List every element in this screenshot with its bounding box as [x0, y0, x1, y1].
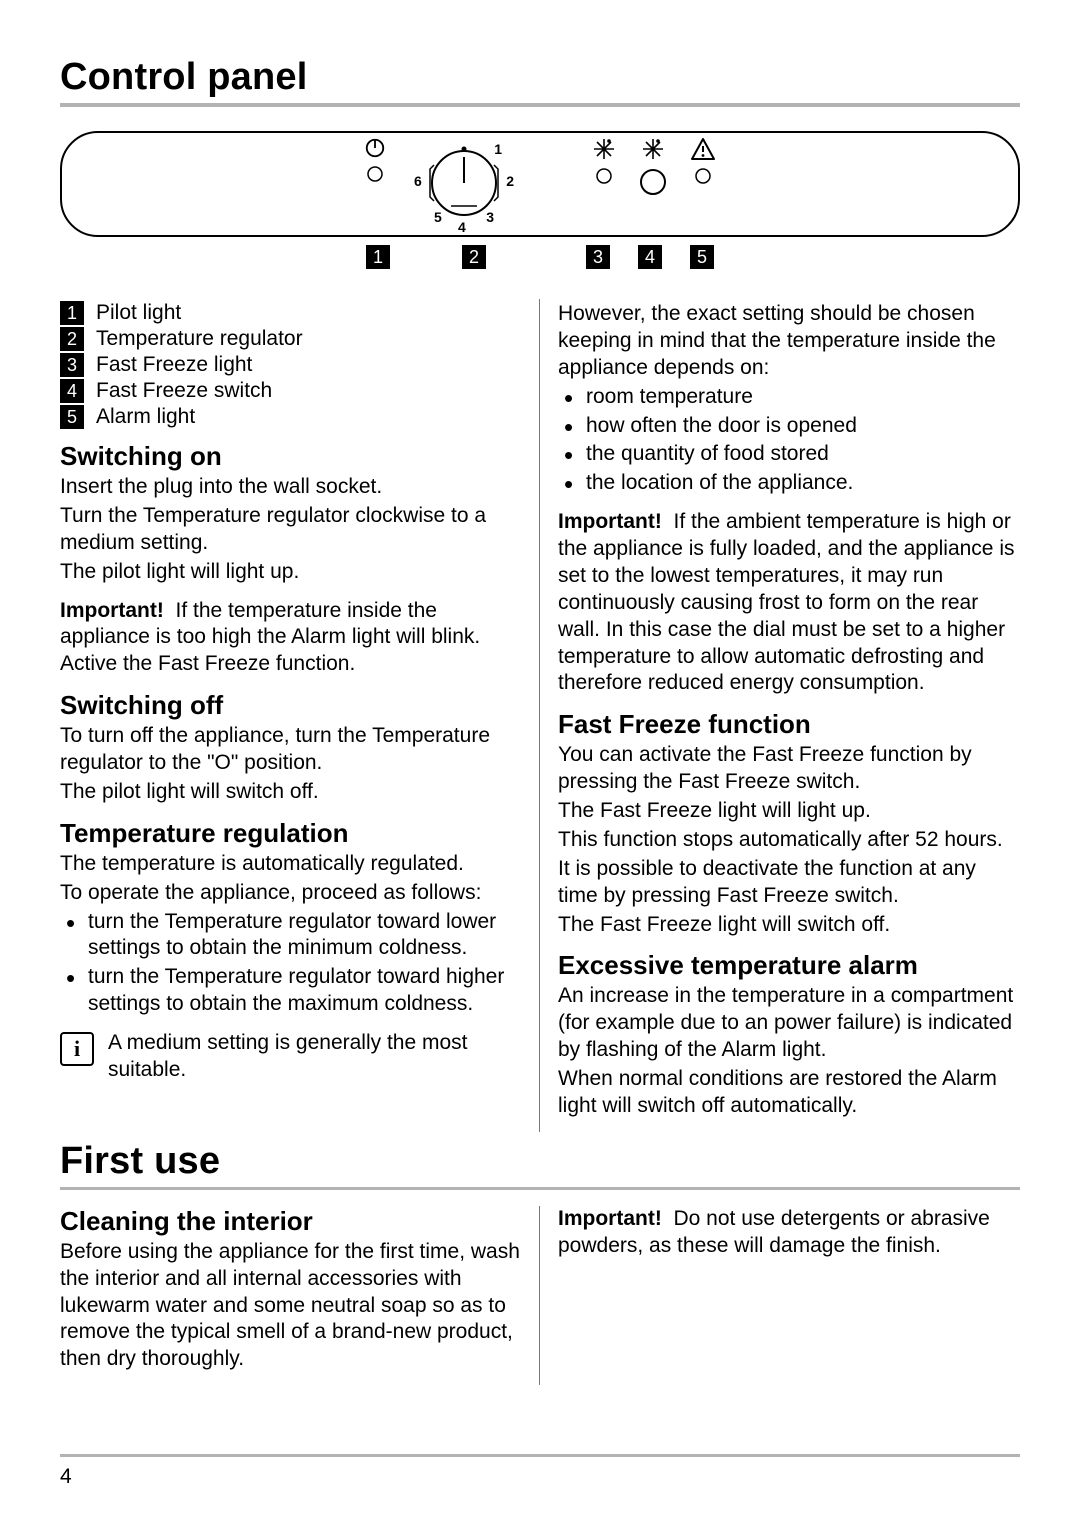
- bullet-item: turn the Temperature regulator toward lo…: [64, 909, 521, 963]
- important-label: Important!: [558, 510, 662, 533]
- paragraph: The Fast Freeze light will light up.: [558, 798, 1020, 825]
- temperature-dial: 1 2 3 4 5 6: [416, 135, 512, 231]
- warning-icon: [690, 137, 716, 161]
- legend-list: 1 Pilot light 2 Temperature regulator 3 Fas…: [60, 301, 521, 429]
- section-heading-first-use: First use: [60, 1140, 1020, 1183]
- info-text: A medium setting is generally the most s…: [108, 1030, 521, 1084]
- legend-num: 5: [60, 405, 84, 429]
- legend-label: Fast Freeze switch: [96, 379, 272, 403]
- subheading-cleaning-interior: Cleaning the interior: [60, 1206, 521, 1237]
- paragraph: It is possible to deactivate the functio…: [558, 856, 1020, 910]
- important-body: If the ambient temperature is high or th…: [558, 510, 1014, 694]
- legend-num: 3: [60, 353, 84, 377]
- led-icon: [595, 167, 613, 185]
- led-icon: [694, 167, 712, 185]
- subheading-switching-on: Switching on: [60, 441, 521, 472]
- page-number: 4: [60, 1465, 72, 1489]
- important-note: Important! If the temperature inside the…: [60, 598, 521, 679]
- paragraph: To operate the appliance, proceed as fol…: [60, 880, 521, 907]
- callout-num: 4: [638, 245, 662, 269]
- callout-num: 3: [586, 245, 610, 269]
- bullet-list: turn the Temperature regulator toward lo…: [60, 909, 521, 1019]
- led-icon: [366, 165, 384, 183]
- dial-num: 1: [494, 141, 502, 157]
- snowflake-icon: [592, 137, 616, 161]
- legend-num: 1: [60, 301, 84, 325]
- bullet-item: room temperature: [562, 384, 1020, 411]
- paragraph: The pilot light will light up.: [60, 559, 521, 586]
- info-icon: i: [60, 1032, 94, 1066]
- info-note: i A medium setting is generally the most…: [60, 1030, 521, 1084]
- dial-num: 5: [434, 209, 442, 225]
- bullet-item: turn the Temperature regulator toward hi…: [64, 964, 521, 1018]
- paragraph: This function stops automatically after …: [558, 827, 1020, 854]
- important-label: Important!: [60, 599, 164, 622]
- legend-num: 4: [60, 379, 84, 403]
- paragraph: The temperature is automatically regulat…: [60, 851, 521, 878]
- subheading-fast-freeze: Fast Freeze function: [558, 709, 1020, 740]
- footer-divider: [60, 1454, 1020, 1457]
- paragraph: When normal conditions are restored the …: [558, 1066, 1020, 1120]
- paragraph: The pilot light will switch off.: [60, 779, 521, 806]
- dial-num: 3: [486, 209, 494, 225]
- paragraph: Insert the plug into the wall socket.: [60, 474, 521, 501]
- dial-num: 2: [506, 173, 514, 189]
- paragraph: The Fast Freeze light will switch off.: [558, 912, 1020, 939]
- paragraph: You can activate the Fast Freeze functio…: [558, 742, 1020, 796]
- important-label: Important!: [558, 1207, 662, 1230]
- power-icon: [364, 137, 386, 159]
- dial-num: 6: [414, 173, 422, 189]
- section-heading-control-panel: Control panel: [60, 56, 1020, 99]
- paragraph: An increase in the temperature in a comp…: [558, 983, 1020, 1064]
- legend-label: Pilot light: [96, 301, 181, 325]
- button-icon: [638, 167, 668, 197]
- subheading-switching-off: Switching off: [60, 690, 521, 721]
- bullet-item: the location of the appliance.: [562, 470, 1020, 497]
- subheading-alarm: Excessive temperature alarm: [558, 950, 1020, 981]
- legend-label: Alarm light: [96, 405, 195, 429]
- callout-num: 5: [690, 245, 714, 269]
- control-panel-diagram: 1 2 3 4 5 6: [60, 131, 1020, 269]
- important-note: Important! If the ambient temperature is…: [558, 509, 1020, 697]
- callout-num: 1: [366, 245, 390, 269]
- legend-label: Fast Freeze light: [96, 353, 252, 377]
- divider: [60, 103, 1020, 107]
- dial-num: 4: [458, 219, 466, 235]
- subheading-temp-regulation: Temperature regulation: [60, 818, 521, 849]
- snowflake-icon: [641, 137, 665, 161]
- paragraph: To turn off the appliance, turn the Temp…: [60, 723, 521, 777]
- legend-num: 2: [60, 327, 84, 351]
- important-note: Important! Do not use detergents or abra…: [558, 1206, 1020, 1260]
- bullet-item: the quantity of food stored: [562, 441, 1020, 468]
- bullet-item: how often the door is opened: [562, 413, 1020, 440]
- paragraph: However, the exact setting should be cho…: [558, 301, 1020, 382]
- divider: [60, 1187, 1020, 1190]
- callout-num: 2: [462, 245, 486, 269]
- diagram-callouts: 1 2 3 4 5: [60, 245, 1020, 269]
- bullet-list: room temperature how often the door is o…: [558, 384, 1020, 498]
- paragraph: Turn the Temperature regulator clockwise…: [60, 503, 521, 557]
- paragraph: Before using the appliance for the first…: [60, 1239, 521, 1373]
- legend-label: Temperature regulator: [96, 327, 303, 351]
